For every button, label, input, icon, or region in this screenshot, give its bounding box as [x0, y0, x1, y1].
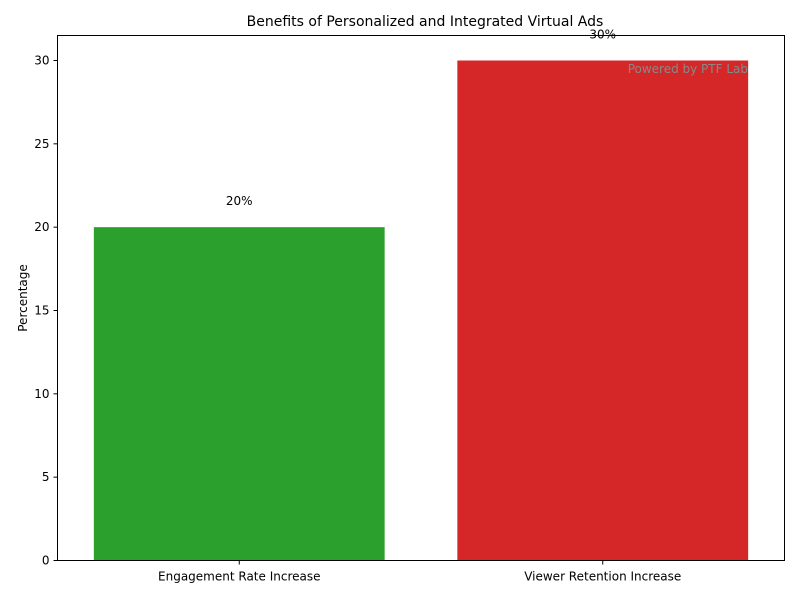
bars-group [93, 60, 749, 561]
y-tick-label-6: 30 [34, 54, 49, 68]
x-axis: Engagement Rate Increase Viewer Retention… [158, 560, 681, 584]
y-axis: 0 5 10 15 20 25 30 [34, 54, 58, 568]
y-tick-label-0: 0 [42, 554, 50, 568]
plot-frame [57, 35, 785, 561]
bar-0 [93, 227, 385, 561]
y-tick-label-4: 20 [34, 220, 49, 234]
y-tick-label-1: 5 [42, 470, 50, 484]
bar-1 [457, 60, 749, 561]
y-tick-label-3: 15 [34, 304, 49, 318]
watermark-text: Powered by PTF Lab [628, 62, 748, 76]
y-tick-label-5: 25 [34, 137, 49, 151]
x-tick-label-1: Viewer Retention Increase [524, 570, 681, 584]
data-labels-group: 20% 30% [226, 28, 616, 209]
data-label-1: 30% [589, 28, 616, 42]
y-tick-label-2: 10 [34, 387, 49, 401]
x-tick-label-0: Engagement Rate Increase [158, 570, 320, 584]
data-label-0: 20% [226, 194, 253, 208]
chart-title: Benefits of Personalized and Integrated … [247, 14, 604, 30]
y-axis-label: Percentage [16, 264, 30, 332]
